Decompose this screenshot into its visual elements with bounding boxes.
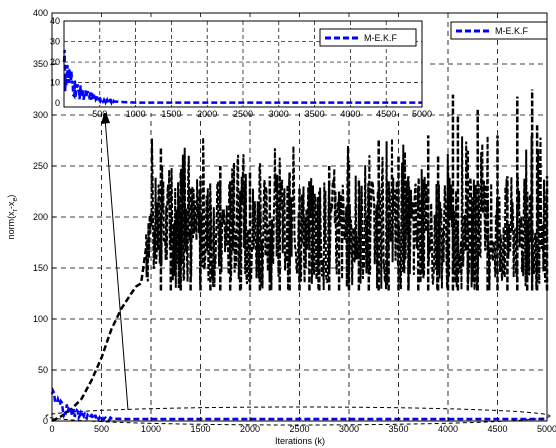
- main-legend-label: M-E.K.F: [495, 26, 529, 36]
- series-blue-inset: [62, 49, 422, 107]
- main-xtick-label: 4500: [487, 424, 507, 434]
- inset-legend-box: [319, 28, 417, 47]
- inset-series: [62, 49, 422, 107]
- y-axis-label-mid: -x: [6, 201, 16, 209]
- main-ytick-label: 0: [43, 416, 48, 426]
- y-axis-label-main: norm(x: [6, 211, 16, 240]
- inset-ytick-label: 20: [50, 57, 60, 67]
- zoom-arrow: [104, 117, 129, 411]
- zoom-ellipse: [45, 406, 551, 426]
- inset-ytick-label: 0: [55, 98, 60, 108]
- inset-legend-label: M-E.K.F: [364, 33, 398, 43]
- main-ytick-label: 50: [38, 365, 48, 375]
- inset-xtick-label: 1000: [126, 109, 146, 119]
- main-ytick-label: 400: [33, 8, 48, 18]
- main-ytick-label: 300: [33, 110, 48, 120]
- y-axis-label-sub-r: r: [12, 208, 19, 211]
- inset-xtick-label: 1500: [161, 109, 181, 119]
- inset-ytick-label: 30: [50, 37, 60, 47]
- zoom-arrowhead: [101, 110, 110, 124]
- inset-xtick-label: 4500: [376, 109, 396, 119]
- inset-xtick-label: 3500: [305, 109, 325, 119]
- main-xtick-label: 0: [49, 424, 54, 434]
- y-axis-label: norm(xr-xe): [6, 195, 19, 240]
- main-xtick-label: 1000: [141, 424, 161, 434]
- main-xtick-label: 500: [94, 424, 109, 434]
- inset-chart: 500 1000 1500 2000 2500 3000 3500 4000 4500 5000 0…: [50, 16, 432, 119]
- main-ytick-label: 200: [33, 212, 48, 222]
- main-xtick-label: 3500: [388, 424, 408, 434]
- inset-grid: [64, 21, 422, 107]
- main-xtick-label: 2500: [289, 424, 309, 434]
- main-ytick-label: 350: [33, 59, 48, 69]
- y-axis-label-end: ): [6, 195, 16, 198]
- main-ytick-label: 100: [33, 314, 48, 324]
- main-xtick-label: 1500: [190, 424, 210, 434]
- x-axis-label: Iterations (k): [275, 436, 325, 446]
- main-xtick-label: 4000: [438, 424, 458, 434]
- main-xtick-label: 5000: [537, 424, 556, 434]
- inset-legend: M-E.K.F: [319, 28, 417, 47]
- main-ticks: 0 500 1000 1500 2000 2500 3000 3500 4000 4500 5000…: [33, 8, 556, 434]
- series-black-ramp: [51, 247, 148, 423]
- y-axis-label-sub-e: e: [12, 198, 19, 202]
- main-ytick-label: 150: [33, 263, 48, 273]
- inset-xtick-label: 500: [92, 109, 107, 119]
- inset-axes-frame: [63, 20, 423, 108]
- inset-xtick-label: 2500: [233, 109, 253, 119]
- inset-ytick-label: 40: [50, 16, 60, 26]
- inset-xtick-label: 4000: [340, 109, 360, 119]
- main-ytick-label: 250: [33, 161, 48, 171]
- inset-xtick-label: 2000: [197, 109, 217, 119]
- main-legend: M-E.K.F: [450, 21, 548, 40]
- inset-ytick-label: 10: [50, 78, 60, 88]
- main-xtick-label: 2000: [240, 424, 260, 434]
- inset-xtick-label: 5000: [412, 109, 432, 119]
- inset-xtick-label: 3000: [269, 109, 289, 119]
- series-black-band: [145, 135, 548, 291]
- main-xtick-label: 3000: [339, 424, 359, 434]
- main-legend-box: [450, 21, 548, 40]
- inset-ticks: 500 1000 1500 2000 2500 3000 3500 4000 4500 5000 0…: [50, 16, 432, 119]
